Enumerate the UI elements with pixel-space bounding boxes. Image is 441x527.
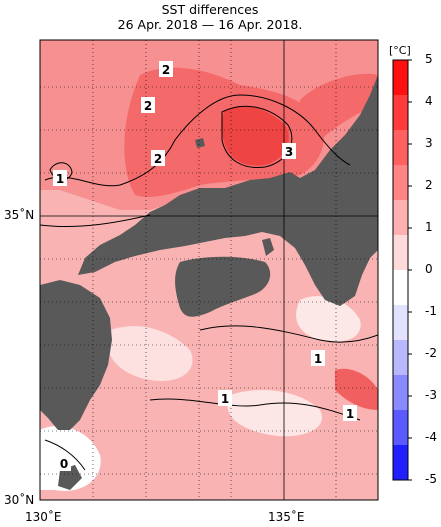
contour-label: 2 [141, 97, 155, 113]
colorbar-unit: [°C] [389, 44, 411, 57]
contour-2 [44, 94, 351, 187]
contour-label-text: 2 [144, 99, 152, 113]
colorbar-swatch [393, 165, 408, 201]
lat-label-35n: 35˚N [4, 208, 35, 222]
colorbar-tick-label: 5 [425, 52, 433, 66]
map-title: SST differences [161, 2, 259, 17]
light-patch-2 [227, 390, 322, 437]
warm-zone-peak [221, 105, 289, 166]
contour-label: 1 [53, 170, 67, 186]
contour-label-text: 1 [221, 392, 229, 406]
contour-1a [40, 214, 151, 228]
contour-label-text: 1 [346, 407, 354, 421]
land-islet-1 [332, 194, 344, 212]
map-date-range: 26 Apr. 2018 — 16 Apr. 2018. [117, 17, 303, 32]
map-area [40, 40, 378, 500]
contour-1c [149, 398, 361, 421]
colorbar-swatch [393, 375, 408, 411]
colorbar [393, 59, 412, 481]
lon-label-130e: 130˚E [25, 510, 62, 524]
colorbar-swatch [393, 270, 408, 306]
lon-label-135e: 135˚E [268, 510, 305, 524]
contour-label: 3 [282, 143, 296, 159]
contour-label-text: 1 [314, 352, 322, 366]
colorbar-swatch [393, 95, 408, 131]
land-islet-3 [58, 465, 82, 490]
colorbar-tick-label: -4 [425, 430, 437, 444]
colorbar-tick-label: -1 [425, 304, 437, 318]
contour-label: 1 [343, 405, 357, 421]
contour-label: 0 [57, 455, 71, 471]
colorbar-tick-label: 3 [425, 136, 433, 150]
colorbar-swatch [393, 305, 408, 341]
contour-label-text: 3 [285, 145, 293, 159]
grid [40, 40, 378, 500]
colorbar-swatch [393, 445, 408, 481]
light-patch-1 [107, 326, 193, 381]
colorbar-swatch [393, 130, 408, 166]
colorbar-tick-label: 0 [425, 262, 433, 276]
land-shikoku [175, 256, 271, 317]
land-honshu [78, 75, 378, 306]
contour-label-text: 2 [162, 63, 170, 77]
colorbar-frame [392, 59, 409, 481]
colorbar-swatch [393, 200, 408, 236]
contour-label: 1 [311, 350, 325, 366]
colorbar-tick-label: -2 [425, 346, 437, 360]
land-islet-2 [195, 138, 205, 148]
colorbar-swatch [393, 60, 408, 96]
land-awaji [262, 238, 274, 256]
colorbar-tick-label: 4 [425, 94, 433, 108]
contour-label: 2 [151, 150, 165, 166]
land-kyushu [40, 280, 112, 430]
colorbar-tick-label: 2 [425, 178, 433, 192]
colorbar-swatch [393, 410, 408, 446]
contour-1b [199, 325, 378, 343]
colorbar-swatch [393, 235, 408, 271]
contour-label-text: 0 [60, 457, 68, 471]
warm-zone-ne [300, 73, 378, 145]
contour-label-text: 2 [154, 152, 162, 166]
contour-label: 2 [159, 61, 173, 77]
colorbar-swatch [393, 340, 408, 376]
contour-label-group: 2 2 2 3 1 1 1 1 0 [53, 61, 357, 471]
contour-label-text: 1 [56, 172, 64, 186]
lat-label-30n: 30˚N [4, 493, 35, 507]
light-patch-3 [296, 296, 361, 342]
map-frame [39, 39, 379, 501]
colorbar-tick-label: -3 [425, 388, 437, 402]
warm-patch-se [335, 368, 378, 410]
colorbar-tick-label: -5 [425, 472, 437, 486]
colorbar-tick-label: 1 [425, 220, 433, 234]
contour-0 [44, 439, 86, 471]
contour-label: 1 [218, 390, 232, 406]
